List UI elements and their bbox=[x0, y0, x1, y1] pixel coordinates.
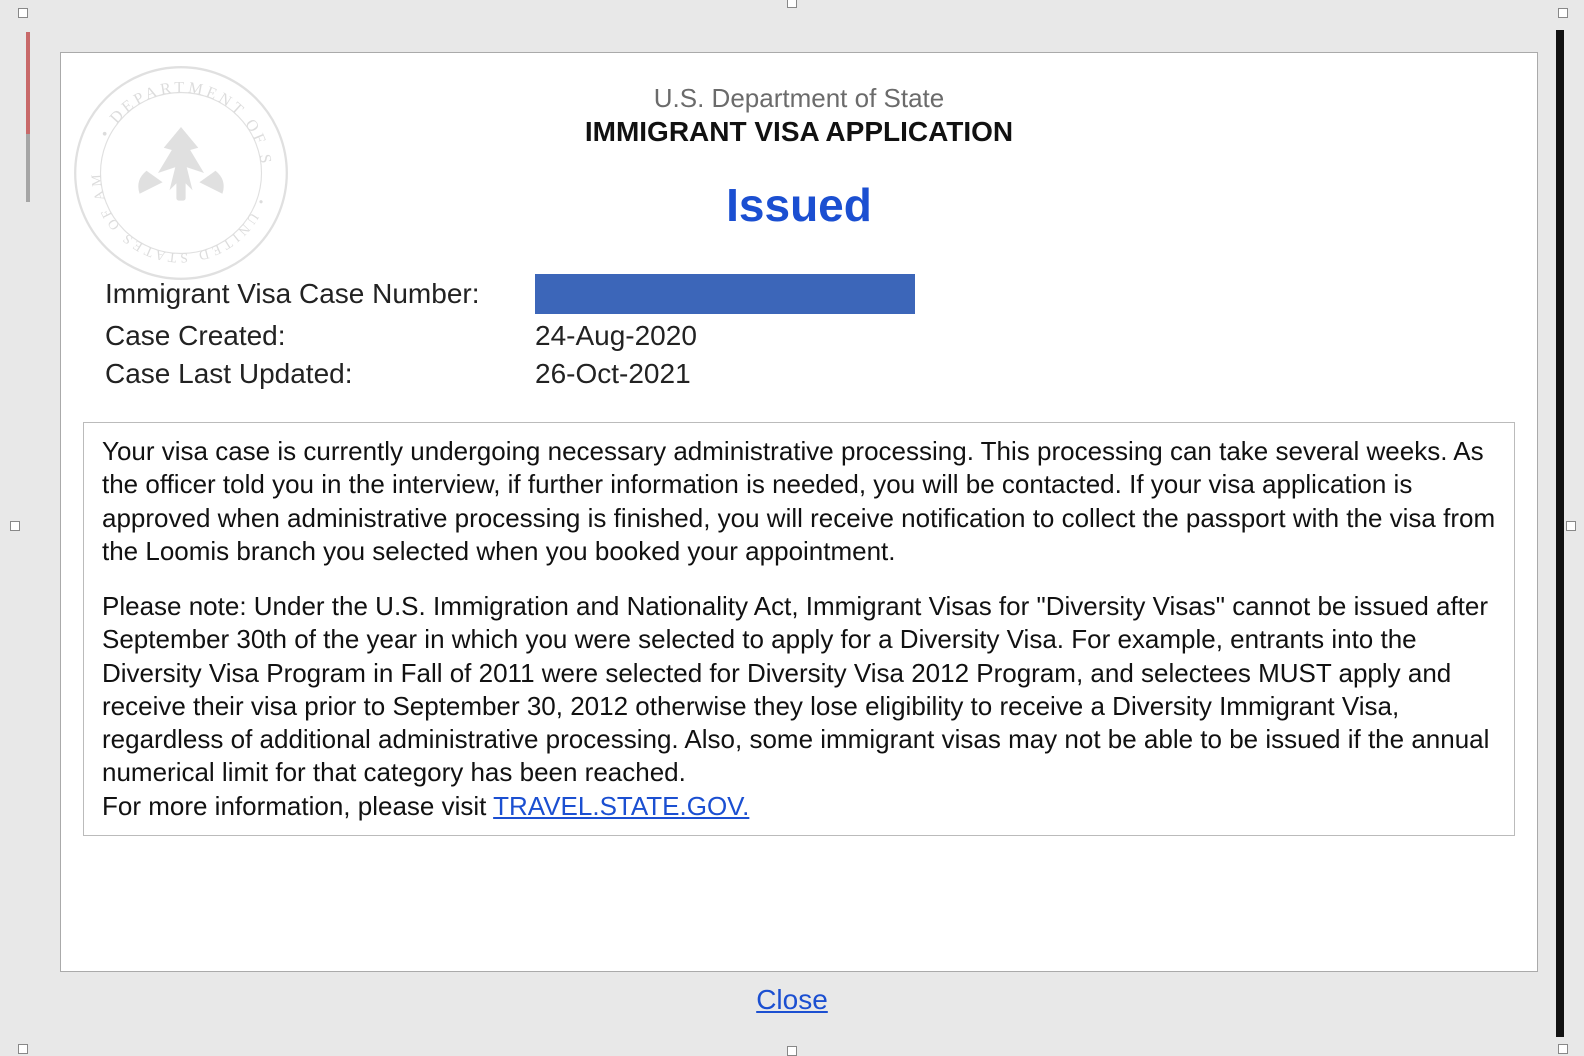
right-shadow-bar bbox=[1556, 30, 1564, 1037]
case-updated-label: Case Last Updated: bbox=[105, 358, 535, 390]
more-info-prefix: For more information, please visit bbox=[102, 791, 493, 821]
close-row: Close bbox=[0, 984, 1584, 1016]
case-number-label: Immigrant Visa Case Number: bbox=[105, 278, 535, 310]
selection-handle-mid-left[interactable] bbox=[10, 521, 20, 531]
case-number-redacted bbox=[535, 274, 915, 314]
status-paragraph-1: Your visa case is currently undergoing n… bbox=[102, 435, 1496, 568]
case-updated-value: 26-Oct-2021 bbox=[535, 358, 691, 390]
application-title: IMMIGRANT VISA APPLICATION bbox=[83, 116, 1515, 148]
case-updated-row: Case Last Updated: 26-Oct-2021 bbox=[105, 358, 1515, 390]
selection-handle-bottom-left[interactable] bbox=[18, 1044, 28, 1054]
selection-handle-mid-right[interactable] bbox=[1566, 521, 1576, 531]
case-details: Immigrant Visa Case Number: Case Created… bbox=[105, 274, 1515, 390]
travel-state-link[interactable]: TRAVEL.STATE.GOV. bbox=[493, 791, 749, 821]
case-created-label: Case Created: bbox=[105, 320, 535, 352]
selection-handle-top-right[interactable] bbox=[1558, 8, 1568, 18]
close-link[interactable]: Close bbox=[756, 984, 828, 1015]
case-created-value: 24-Aug-2020 bbox=[535, 320, 697, 352]
case-created-row: Case Created: 24-Aug-2020 bbox=[105, 320, 1515, 352]
visa-status: Issued bbox=[83, 178, 1515, 232]
selection-handle-top-mid[interactable] bbox=[787, 0, 797, 8]
left-scroll-strip bbox=[26, 32, 30, 202]
status-message-box: Your visa case is currently undergoing n… bbox=[83, 422, 1515, 836]
visa-status-card: • DEPARTMENT OF STATE • • UNITED STATES … bbox=[60, 52, 1538, 972]
selection-handle-top-left[interactable] bbox=[18, 8, 28, 18]
selection-handle-bottom-mid[interactable] bbox=[787, 1046, 797, 1056]
status-paragraph-2-body: Please note: Under the U.S. Immigration … bbox=[102, 591, 1489, 787]
card-header: U.S. Department of State IMMIGRANT VISA … bbox=[83, 71, 1515, 232]
status-paragraph-2: Please note: Under the U.S. Immigration … bbox=[102, 590, 1496, 823]
department-name: U.S. Department of State bbox=[83, 83, 1515, 114]
selection-frame: • DEPARTMENT OF STATE • • UNITED STATES … bbox=[0, 0, 1584, 1052]
case-number-row: Immigrant Visa Case Number: bbox=[105, 274, 1515, 314]
selection-handle-bottom-right[interactable] bbox=[1558, 1044, 1568, 1054]
